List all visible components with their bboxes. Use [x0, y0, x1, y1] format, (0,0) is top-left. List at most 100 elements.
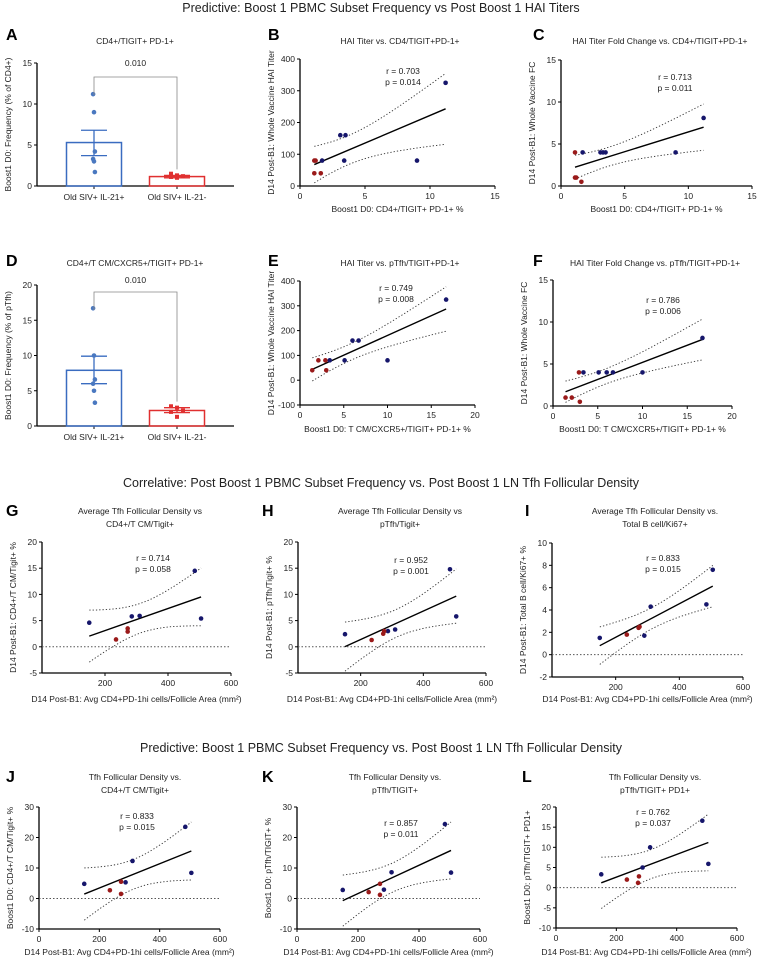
- y-tick-label: 0: [290, 375, 295, 385]
- x-tick-label: 0: [554, 933, 559, 943]
- data-point-red: [316, 358, 321, 363]
- panel-title: pTfh/TIGIT+ PD1+: [620, 785, 690, 795]
- x-tick-label: 10: [425, 191, 435, 201]
- y-tick-label: 15: [23, 58, 33, 68]
- data-point: [90, 305, 96, 311]
- data-point: [92, 400, 98, 406]
- y-tick-label: -10: [280, 924, 293, 934]
- data-point: [92, 149, 98, 154]
- data-point-blue: [442, 821, 448, 827]
- y-tick-label: 10: [542, 842, 552, 852]
- x-tick-label: 0: [37, 934, 42, 944]
- y-tick-label: 0: [32, 642, 37, 652]
- data-point-red: [369, 637, 374, 643]
- data-point-blue: [338, 132, 343, 138]
- p-value-label: p = 0.008: [378, 294, 414, 304]
- panel-letter: J: [6, 769, 15, 786]
- panel-title: Average Tfh Follicular Density vs.: [592, 506, 718, 516]
- y-tick-label: 20: [23, 280, 33, 290]
- p-value-label: p = 0.011: [383, 829, 418, 839]
- x-tick-label: 600: [736, 682, 750, 692]
- y-tick-label: 20: [28, 537, 38, 547]
- regression-line: [599, 585, 714, 647]
- panel-title: HAI Titer Fold Change vs. CD4+/TIGIT+PD-…: [572, 36, 747, 46]
- data-point-blue: [319, 158, 325, 163]
- y-tick-label: 10: [23, 99, 33, 109]
- regression-line: [89, 596, 202, 637]
- panel-letter: G: [6, 503, 18, 520]
- data-point-blue: [700, 335, 705, 341]
- panel-c: C HAI Titer Fold Change vs. CD4+/TIGIT+PD…: [527, 27, 757, 214]
- p-value-label: p = 0.037: [635, 818, 671, 828]
- y-tick-label: 5: [543, 359, 548, 369]
- data-point-blue: [327, 358, 333, 363]
- data-point-blue: [381, 887, 387, 892]
- data-point-blue: [447, 566, 453, 572]
- panel-title: Average Tfh Follicular Density vs: [78, 506, 202, 516]
- section-title-2: Correlative: Post Boost 1 PBMC Subset Fr…: [123, 476, 640, 490]
- data-point-blue: [596, 370, 601, 375]
- panel-title: pTfh/Tigit+: [380, 519, 420, 529]
- data-point-blue: [640, 370, 645, 375]
- y-tick-label: -5: [543, 903, 551, 913]
- y-tick-label: 0: [27, 421, 32, 431]
- data-point-blue: [189, 870, 194, 876]
- regression-line: [344, 595, 457, 648]
- data-point-red: [624, 632, 630, 637]
- data-point-red: [381, 628, 387, 634]
- panel-l: L Tfh Follicular Density vs. pTfh/TIGIT+ P…: [522, 769, 752, 957]
- regression-line: [565, 338, 703, 393]
- x-tick-label: 200: [354, 678, 368, 688]
- data-point: [90, 91, 96, 97]
- data-point-blue: [340, 887, 346, 893]
- data-point: [175, 414, 179, 419]
- data-point-red: [563, 395, 568, 400]
- y-tick-label: 15: [23, 315, 33, 325]
- data-point-blue: [443, 297, 449, 302]
- x-tick-label: 0: [295, 934, 300, 944]
- p-value-label: p = 0.015: [645, 564, 681, 574]
- x-tick-label: 20: [727, 411, 737, 421]
- x-tick-label: 600: [224, 678, 238, 688]
- data-point-blue: [603, 150, 608, 155]
- data-point-blue: [81, 881, 87, 887]
- y-tick-label: 200: [281, 326, 295, 336]
- data-point-blue: [356, 338, 361, 343]
- data-point-red: [113, 637, 119, 642]
- ci-lower-band: [599, 606, 713, 665]
- data-point-blue: [183, 824, 188, 830]
- ci-upper-band: [314, 73, 446, 147]
- p-value-label: p = 0.015: [119, 822, 155, 832]
- data-point-blue: [701, 115, 706, 121]
- ci-upper-band: [344, 568, 457, 623]
- data-point-red: [313, 158, 318, 163]
- y-tick-label: 8: [542, 560, 547, 570]
- y-tick-label: 15: [28, 563, 38, 573]
- panel-title: CD4+/TIGIT+ PD-1+: [96, 36, 174, 46]
- data-point-blue: [642, 633, 647, 638]
- r-value-label: r = 0.749: [379, 283, 413, 293]
- data-point-blue: [598, 872, 604, 877]
- x-tick-label: 15: [427, 410, 437, 420]
- panel-e: E HAI Titer vs. pTfh/TIGIT+PD-1+-10001002…: [266, 253, 480, 434]
- y-tick-label: -5: [29, 668, 37, 678]
- category-label: Old SIV+ IL-21-: [148, 192, 207, 202]
- x-tick-label: 400: [161, 678, 175, 688]
- y-tick-label: -5: [285, 668, 293, 678]
- y-tick-label: 0: [287, 894, 292, 904]
- data-point-blue: [704, 602, 709, 607]
- x-tick-label: 600: [473, 934, 487, 944]
- data-point: [175, 405, 179, 410]
- data-point-red: [579, 179, 584, 185]
- p-value-label: p = 0.014: [385, 77, 421, 87]
- data-point-red: [636, 874, 642, 879]
- x-tick-label: 200: [609, 682, 623, 692]
- p-value-label: 0.010: [125, 58, 147, 68]
- y-tick-label: 15: [284, 563, 294, 573]
- data-point: [91, 388, 97, 394]
- y-axis-label: D14 Post-B1: CD4+/T CM/Tigit+ %: [8, 542, 18, 673]
- ci-lower-band: [574, 149, 704, 180]
- data-point-blue: [385, 628, 391, 634]
- ci-upper-band: [599, 565, 714, 628]
- x-axis-label: Boost1 D0: CD4+/TIGIT+ PD-1+ %: [331, 204, 463, 214]
